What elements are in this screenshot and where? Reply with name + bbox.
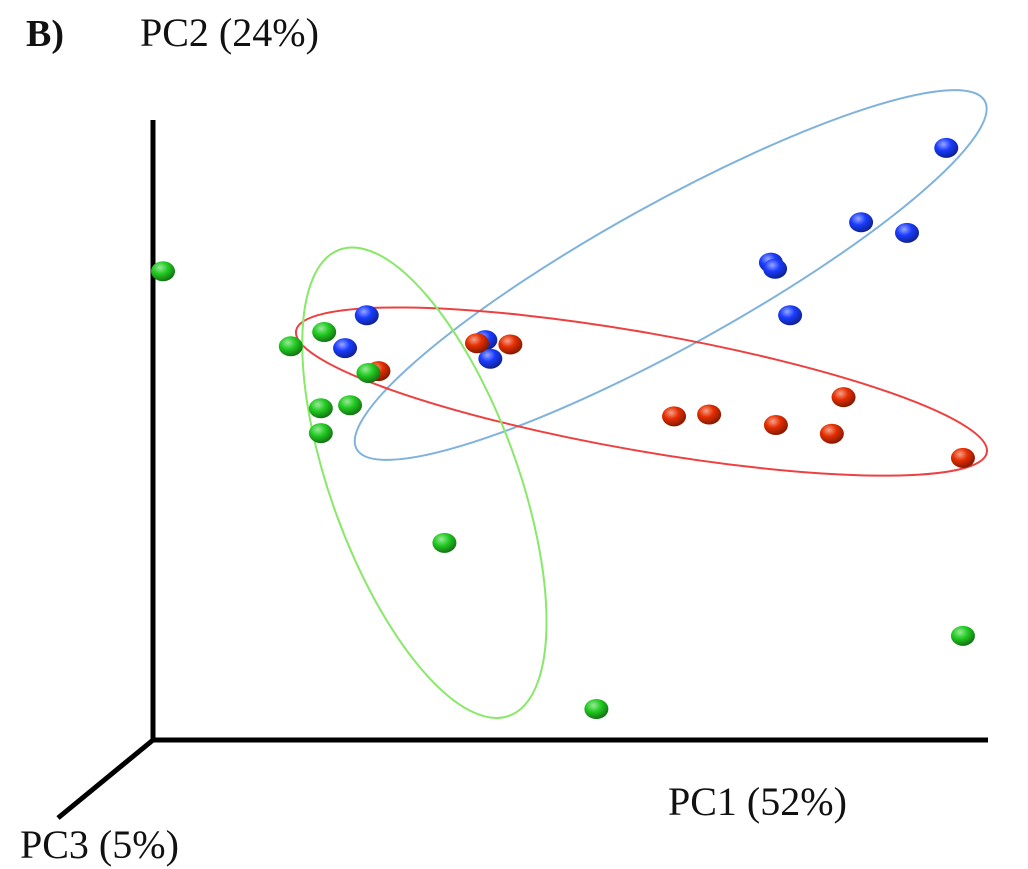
group-ellipse-2 xyxy=(301,246,548,719)
z-axis-label: PC3 (5%) xyxy=(20,822,179,867)
x-axis-label: PC1 (52%) xyxy=(668,779,847,824)
data-point-2-3 xyxy=(356,362,381,383)
data-point-1-3 xyxy=(662,406,687,427)
data-point-1-8 xyxy=(950,447,975,468)
data-point-1-7 xyxy=(831,387,856,408)
data-point-0-9 xyxy=(333,338,358,359)
data-point-1-4 xyxy=(697,404,722,425)
data-point-2-7 xyxy=(432,532,457,553)
data-point-2-5 xyxy=(338,395,363,416)
data-point-2-2 xyxy=(278,336,303,357)
data-points xyxy=(151,137,975,719)
data-point-1-0 xyxy=(464,333,489,354)
group-ellipse-0 xyxy=(353,89,988,461)
z-axis-line xyxy=(56,738,155,820)
data-point-0-4 xyxy=(763,258,788,279)
data-point-0-8 xyxy=(478,348,503,369)
data-point-1-6 xyxy=(819,423,844,444)
data-point-0-0 xyxy=(934,137,959,158)
data-point-2-0 xyxy=(151,261,176,282)
data-point-0-2 xyxy=(895,222,920,243)
panel-label: B) xyxy=(26,13,64,55)
group-ellipses xyxy=(294,89,988,719)
data-point-0-1 xyxy=(849,212,874,233)
data-point-2-4 xyxy=(308,398,333,419)
data-point-2-9 xyxy=(584,699,609,719)
data-point-0-6 xyxy=(354,305,379,326)
data-point-1-1 xyxy=(498,334,523,355)
data-point-2-8 xyxy=(950,625,975,646)
data-point-0-5 xyxy=(778,305,803,326)
data-point-2-1 xyxy=(312,322,337,343)
group-ellipse-1 xyxy=(294,306,988,477)
data-point-2-6 xyxy=(308,423,333,444)
y-axis-label: PC2 (24%) xyxy=(140,10,319,55)
data-point-1-5 xyxy=(763,415,788,436)
axes xyxy=(56,120,988,820)
